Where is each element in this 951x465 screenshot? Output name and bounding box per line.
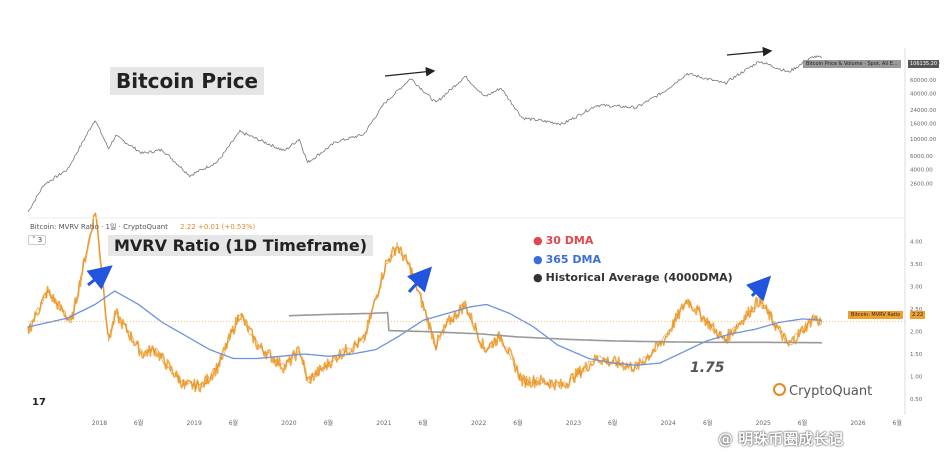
x-tick-label: 6월 [229,419,238,427]
series-4000dma-line [288,311,822,344]
x-tick-label: 2023 [566,420,581,427]
axes: 2018 6월 2019 6월 2020 6월 2021 6월 2022 6월 2023 6월 2024… [28,48,940,427]
x-tick-label: 6월 [893,419,902,427]
x-tick-label: 6월 [324,419,333,427]
mvrv-y-tick: 2.00 [910,330,923,336]
mvrv-chart [27,212,905,393]
peak-arrow-2022 [407,266,433,294]
x-tick-label: 2022 [471,420,486,427]
price-y-tick: 10000.00 [910,137,937,143]
price-y-tick: 6000.00 [910,154,933,160]
peak-arrow-2025 [745,275,772,302]
legend-dot-icon: ● [533,234,543,247]
legend-dot-icon: ● [533,271,543,284]
mvrv-last-value: 2.22 +0.01 (+0.53%) [180,223,256,231]
legend-label: 30 DMA [545,234,594,247]
price-y-tick: 60000.00 [910,78,937,84]
mvrv-y-tick: 3.50 [910,262,923,268]
peak-arrow-2018 [86,265,113,290]
watermark-text: @ 明珠币圈成长记 [718,430,844,448]
annotation-arrows [86,46,773,302]
price-y-tick: 4000.00 [910,167,933,173]
x-tick-label: 2026 [850,420,865,427]
x-tick-label: 6월 [418,419,427,427]
mvrv-series-tag: Bitcoin: MVRV Ratio [848,311,904,319]
x-tick-label: 6월 [798,419,807,427]
mvrv-y-tick: 0.50 [910,397,923,403]
legend-label: 365 DMA [545,253,601,266]
legend-dot-icon: ● [533,253,543,266]
cryptoquant-icon [773,383,786,396]
trend-arrow-2025 [726,46,773,57]
x-tick-label: 2025 [756,420,771,427]
price-y-tick: 24000.00 [910,108,937,114]
price-y-tick: 16000.00 [910,122,937,128]
mvrv-y-tick: 4.00 [910,240,923,246]
mvrv-y-tick: 1.50 [910,352,923,358]
price-series-tag: Bitcoin Price & Volume · Spot, All E... [803,60,901,68]
legend-item-365dma: ● 365 DMA [533,253,601,266]
price-y-tick: 2600.00 [910,181,933,187]
x-tick-label: 2021 [376,420,391,427]
mvrv-y-tick: 3.00 [910,285,923,291]
legend-item-4000dma: ● Historical Average (4000DMA) [533,271,733,284]
series-365dma-line [27,290,822,366]
trend-arrow-2021 [384,66,436,77]
tradingview-logo[interactable]: 17 [32,397,46,408]
cryptoquant-text: CryptoQuant [789,384,873,399]
price-series-line [27,55,823,213]
historical-average-note: 1.75 [690,360,725,376]
x-tick-label: 2024 [661,420,676,427]
mvrv-y-tick: 2.50 [910,307,923,313]
x-tick-label: 2018 [92,420,107,427]
x-tick-label: 6월 [703,419,712,427]
x-tick-label: 6월 [608,419,617,427]
legend-item-30dma: ● 30 DMA [533,234,593,247]
price-chart-title: Bitcoin Price [110,67,265,95]
x-tick-label: 6월 [134,419,143,427]
mvrv-y-tick: 1.00 [910,375,923,381]
x-tick-label: 6월 [513,419,522,427]
legend-label: Historical Average (4000DMA) [545,271,733,284]
mvrv-chart-title: MVRV Ratio (1D Timeframe) [108,235,374,256]
collapse-button[interactable]: ˅ 3 [28,235,47,245]
mvrv-subtitle-text: Bitcoin: MVRV Ratio · 1일 · CryptoQuant [30,223,168,231]
x-tick-label: 2019 [187,420,202,427]
cryptoquant-logo: CryptoQuant [773,383,872,399]
price-last-value: 106135.20 [908,60,940,68]
price-chart [27,55,823,213]
price-y-tick: 40000.00 [910,91,937,97]
x-tick-label: 2020 [281,420,296,427]
mvrv-value-tag: 2.22 [910,311,926,319]
mvrv-subtitle: Bitcoin: MVRV Ratio · 1일 · CryptoQuant 2… [30,222,255,232]
series-30dma-detail [27,213,823,390]
